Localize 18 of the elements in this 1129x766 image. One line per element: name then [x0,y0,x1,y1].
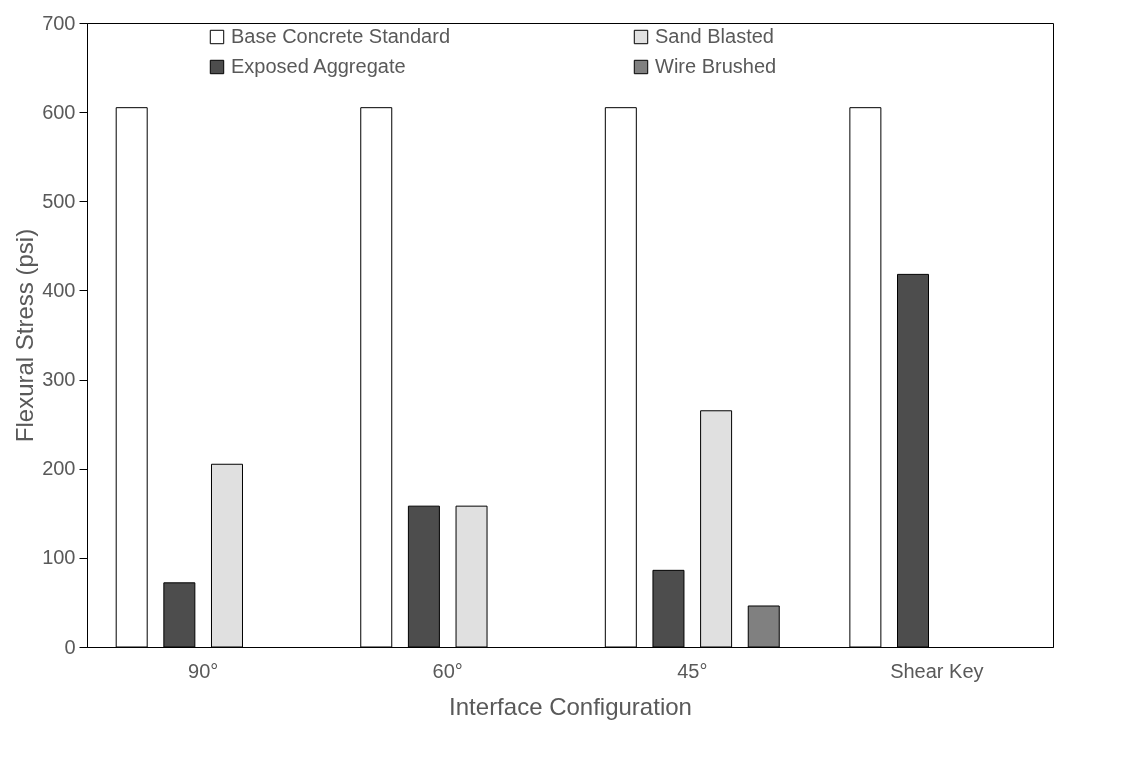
x-tick-label: Shear Key [890,659,984,682]
legend-label: Base Concrete Standard [231,25,451,47]
y-tick-label: 600 [42,100,76,123]
legend-label: Wire Brushed [655,55,777,77]
legend-label: Exposed Aggregate [231,55,406,77]
y-tick-label: 200 [42,457,76,480]
y-tick-label: 500 [42,189,76,212]
y-tick-label: 700 [42,11,76,34]
y-tick-label: 300 [42,368,76,391]
x-tick-label: 60° [432,659,463,682]
y-tick-label: 100 [42,546,76,569]
y-tick-label: 400 [42,278,76,301]
legend-label: Sand Blasted [655,25,774,47]
x-tick-label: 45° [677,659,708,682]
x-axis-title: Interface Configuration [449,692,692,720]
y-tick-label: 0 [64,635,76,658]
x-tick-label: 90° [188,659,219,682]
y-axis-title: Flexural Stress (psi) [11,228,39,443]
